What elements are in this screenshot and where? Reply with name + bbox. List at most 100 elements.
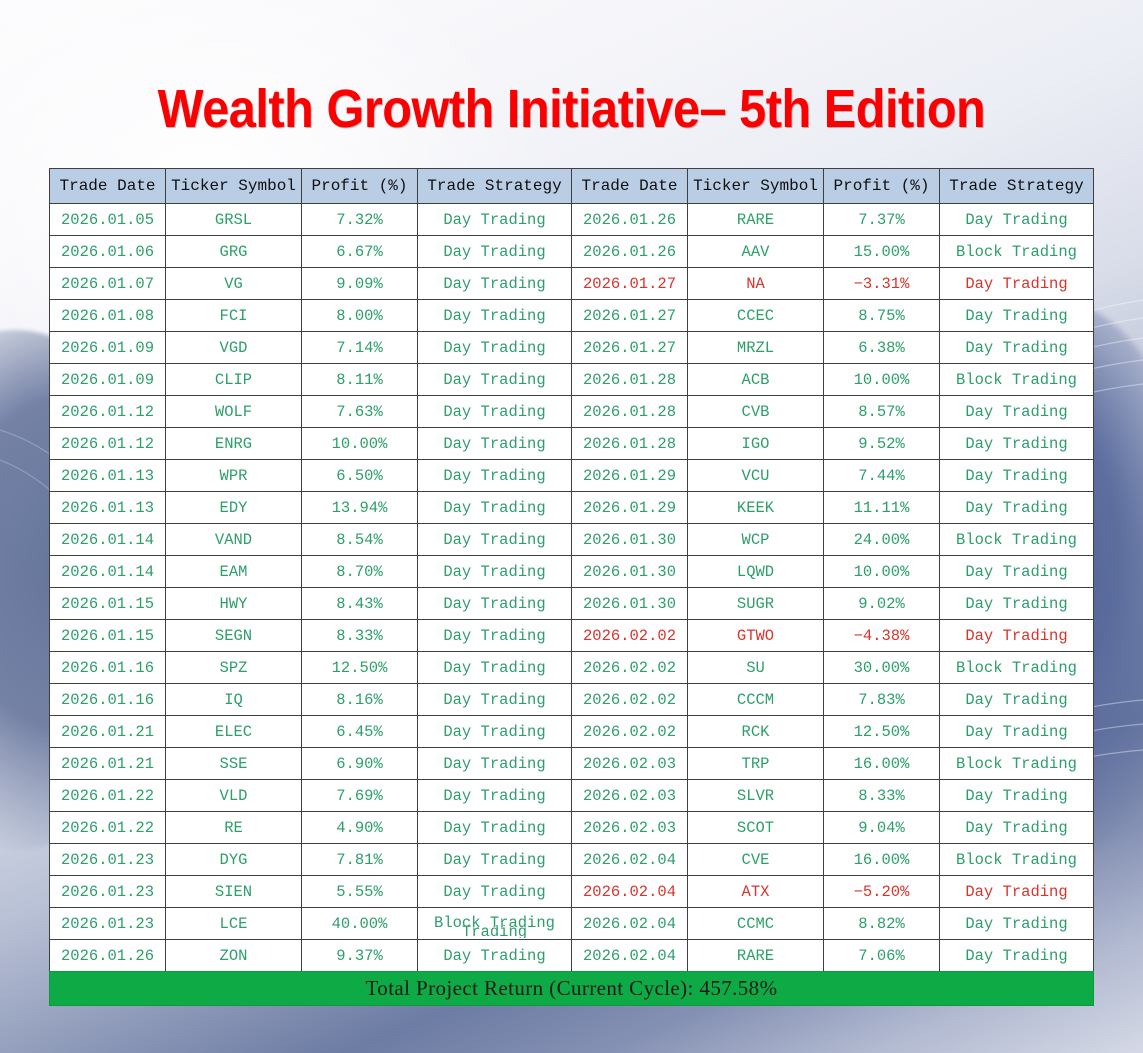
cell-trade-strategy-right: Day Trading (939, 715, 1094, 748)
column-header-trade-date-left[interactable]: Trade Date (49, 168, 166, 204)
cell-trade-strategy-left: Day Trading (417, 651, 572, 684)
column-header-trade-date-right[interactable]: Trade Date (571, 168, 688, 204)
cell-trade-strategy-right: Day Trading (939, 683, 1094, 716)
cell-ticker-symbol-right: CCCM (687, 683, 824, 716)
cell-trade-date-left: 2026.01.09 (49, 331, 166, 364)
table-row: 2026.01.09 CLIP 8.11% Day Trading 2026.01.28… (49, 363, 1094, 396)
cell-ticker-symbol-left: VGD (165, 331, 302, 364)
cell-profit-right: 11.11% (823, 491, 940, 524)
cell-ticker-symbol-left: ELEC (165, 715, 302, 748)
table-header-row: Trade Date Ticker Symbol Profit (%) Trad… (49, 168, 1094, 204)
table-row: 2026.01.14 EAM 8.70% Day Trading 2026.01.30 L… (49, 555, 1094, 588)
cell-profit-left: 6.50% (301, 459, 418, 492)
cell-profit-right: 8.82% (823, 907, 940, 940)
cell-ticker-symbol-left: IQ (165, 683, 302, 716)
cell-trade-date-left: 2026.01.23 (49, 907, 166, 940)
cell-trade-date-left: 2026.01.14 (49, 523, 166, 556)
cell-profit-right: 24.00% (823, 523, 940, 556)
cell-profit-right: 16.00% (823, 747, 940, 780)
cell-trade-date-right: 2026.01.30 (571, 523, 688, 556)
cell-profit-left: 10.00% (301, 427, 418, 460)
table-row: 2026.01.08 FCI 8.00% Day Trading 2026.01.27 C… (49, 299, 1094, 332)
table-row: 2026.01.07 VG 9.09% Day Trading 2026.01.27 NA… (49, 267, 1094, 300)
column-header-profit-right[interactable]: Profit (%) (823, 168, 940, 204)
cell-trade-strategy-right: Block Trading (939, 747, 1094, 780)
cell-trade-date-right: 2026.01.30 (571, 555, 688, 588)
cell-profit-right: 10.00% (823, 555, 940, 588)
cell-trade-date-right: 2026.02.03 (571, 811, 688, 844)
cell-ticker-symbol-left: VLD (165, 779, 302, 812)
cell-trade-date-right: 2026.02.04 (571, 875, 688, 908)
cell-profit-right: 7.06% (823, 939, 940, 972)
total-return-label: Total Project Return (Current Cycle): 45… (365, 976, 778, 1000)
cell-trade-strategy-left: Day Trading (417, 331, 572, 364)
column-header-ticker-symbol-left[interactable]: Ticker Symbol (165, 168, 302, 204)
cell-profit-right: 12.50% (823, 715, 940, 748)
cell-trade-date-right: 2026.01.29 (571, 491, 688, 524)
cell-ticker-symbol-right: LQWD (687, 555, 824, 588)
cell-ticker-symbol-left: WPR (165, 459, 302, 492)
cell-ticker-symbol-right: TRP (687, 747, 824, 780)
cell-profit-right: 8.33% (823, 779, 940, 812)
cell-ticker-symbol-left: HWY (165, 587, 302, 620)
cell-trade-strategy-right: Day Trading (939, 267, 1094, 300)
table-row: 2026.01.23 DYG 7.81% Day Trading 2026.02.04 C… (49, 843, 1094, 876)
cell-profit-left: 7.63% (301, 395, 418, 428)
cell-trade-strategy-left: Day Trading (417, 939, 572, 972)
cell-ticker-symbol-right: CCMC (687, 907, 824, 940)
cell-profit-left: 7.32% (301, 203, 418, 236)
cell-ticker-symbol-left: EAM (165, 555, 302, 588)
column-header-trade-strategy-left[interactable]: Trade Strategy (417, 168, 572, 204)
cell-profit-left: 9.09% (301, 267, 418, 300)
cell-trade-strategy-left: Day Trading (417, 875, 572, 908)
table-row: 2026.01.23 LCE 40.00% Block Trading Trading 2… (49, 907, 1094, 940)
table-row: 2026.01.15 SEGN 8.33% Day Trading 2026.02.02… (49, 619, 1094, 652)
table-row: 2026.01.12 ENRG 10.00% Day Trading 2026.01.2… (49, 427, 1094, 460)
cell-trade-date-right: 2026.02.03 (571, 779, 688, 812)
cell-trade-date-left: 2026.01.23 (49, 875, 166, 908)
cell-profit-left: 6.67% (301, 235, 418, 268)
table-row: 2026.01.21 ELEC 6.45% Day Trading 2026.02.02… (49, 715, 1094, 748)
cell-trade-strategy-right: Day Trading (939, 619, 1094, 652)
cell-trade-date-left: 2026.01.23 (49, 843, 166, 876)
cell-trade-date-left: 2026.01.06 (49, 235, 166, 268)
cell-trade-strategy-right: Day Trading (939, 907, 1094, 940)
cell-ticker-symbol-left: RE (165, 811, 302, 844)
cell-trade-strategy-right: Day Trading (939, 299, 1094, 332)
cell-ticker-symbol-left: SEGN (165, 619, 302, 652)
cell-profit-left: 8.43% (301, 587, 418, 620)
cell-ticker-symbol-right: RCK (687, 715, 824, 748)
page-title: Wealth Growth Initiative– 5th Edition (157, 79, 986, 139)
cell-trade-strategy-left: Day Trading (417, 203, 572, 236)
cell-profit-right: −4.38% (823, 619, 940, 652)
cell-ticker-symbol-right: RARE (687, 203, 824, 236)
cell-trade-date-left: 2026.01.09 (49, 363, 166, 396)
cell-ticker-symbol-left: VAND (165, 523, 302, 556)
cell-trade-strategy-right: Day Trading (939, 203, 1094, 236)
column-header-profit-left[interactable]: Profit (%) (301, 168, 418, 204)
cell-ticker-symbol-right: GTWO (687, 619, 824, 652)
total-return-bar: Total Project Return (Current Cycle): 45… (49, 971, 1094, 1006)
cell-trade-strategy-left: Day Trading (417, 587, 572, 620)
cell-trade-date-left: 2026.01.07 (49, 267, 166, 300)
cell-trade-strategy-left: Day Trading (417, 459, 572, 492)
cell-trade-strategy-left: Day Trading (417, 491, 572, 524)
cell-trade-date-left: 2026.01.16 (49, 651, 166, 684)
cell-trade-date-left: 2026.01.12 (49, 427, 166, 460)
cell-profit-left: 13.94% (301, 491, 418, 524)
column-header-trade-strategy-right[interactable]: Trade Strategy (939, 168, 1094, 204)
cell-ticker-symbol-left: LCE (165, 907, 302, 940)
cell-trade-strategy-right: Block Trading (939, 235, 1094, 268)
cell-trade-strategy-right: Block Trading (939, 363, 1094, 396)
cell-ticker-symbol-left: FCI (165, 299, 302, 332)
cell-trade-strategy-right: Block Trading (939, 523, 1094, 556)
cell-profit-left: 7.81% (301, 843, 418, 876)
cell-ticker-symbol-left: SSE (165, 747, 302, 780)
cell-trade-date-left: 2026.01.26 (49, 939, 166, 972)
cell-profit-left: 8.00% (301, 299, 418, 332)
column-header-ticker-symbol-right[interactable]: Ticker Symbol (687, 168, 824, 204)
cell-ticker-symbol-right: SUGR (687, 587, 824, 620)
cell-profit-left: 5.55% (301, 875, 418, 908)
table-header: Trade Date Ticker Symbol Profit (%) Trad… (49, 168, 1094, 204)
cell-trade-strategy-right: Day Trading (939, 491, 1094, 524)
